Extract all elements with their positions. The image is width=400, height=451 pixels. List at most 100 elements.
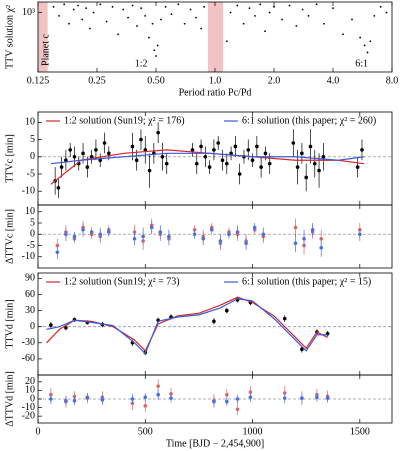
- y-tick-label: 5: [30, 134, 35, 145]
- solution-point: [379, 5, 382, 8]
- data-point: [192, 232, 197, 237]
- data-point: [263, 151, 268, 156]
- solution-point: [229, 11, 232, 14]
- plot-frame: [37, 204, 393, 269]
- data-point: [201, 236, 205, 241]
- solution-point: [259, 3, 262, 6]
- solution-point: [170, 13, 173, 16]
- data-point: [68, 148, 72, 152]
- data-point: [212, 148, 216, 152]
- x-tick-label: 1500: [350, 426, 370, 437]
- data-point: [81, 151, 85, 156]
- data-point: [355, 165, 360, 169]
- data-point: [72, 398, 77, 403]
- data-point: [237, 172, 242, 176]
- solution-point: [72, 8, 75, 11]
- solution-point: [254, 14, 256, 17]
- annotation: 6:1: [355, 58, 368, 69]
- solution-point: [236, 4, 239, 7]
- data-point: [225, 161, 229, 166]
- solution-point: [301, 8, 304, 11]
- data-point: [49, 323, 53, 327]
- data-point: [143, 404, 148, 408]
- solution-point: [148, 36, 150, 39]
- y-tick-label: -10: [22, 186, 35, 197]
- y-tick-label: -60: [22, 353, 35, 364]
- data-point: [291, 141, 296, 145]
- data-point: [207, 165, 212, 169]
- data-point: [360, 148, 364, 152]
- solution-point: [151, 22, 154, 25]
- data-point: [212, 319, 216, 324]
- data-point: [100, 398, 105, 402]
- data-point: [98, 232, 103, 237]
- data-point: [321, 154, 326, 159]
- data-point: [143, 395, 148, 400]
- model-line: [46, 298, 328, 355]
- data-point: [55, 250, 60, 255]
- data-point: [194, 161, 199, 166]
- solution-point: [203, 5, 206, 8]
- solution-point: [92, 11, 95, 14]
- solution-point: [363, 44, 366, 47]
- data-point: [158, 230, 163, 234]
- data-point: [225, 308, 229, 313]
- data-point: [149, 225, 154, 230]
- x-tick-label: 0: [36, 426, 41, 437]
- x-tick-label: 4.0: [327, 75, 340, 86]
- y-axis-label: TTV solution χ²: [4, 5, 15, 69]
- x-tick-label: 500: [138, 426, 153, 437]
- data-point: [295, 165, 300, 169]
- solution-point: [315, 3, 318, 6]
- shaded-region: [38, 2, 48, 72]
- data-point: [302, 236, 306, 241]
- solution-point: [155, 55, 157, 57]
- data-point: [246, 148, 251, 152]
- y-tick-label: -20: [22, 410, 35, 421]
- data-point: [209, 227, 214, 232]
- data-point: [64, 325, 68, 330]
- solution-point: [144, 14, 147, 17]
- data-point: [199, 144, 203, 149]
- data-point: [310, 227, 315, 232]
- data-point: [89, 154, 94, 159]
- data-point: [315, 395, 319, 400]
- solution-point: [156, 44, 159, 47]
- data-point: [358, 232, 362, 237]
- y-tick-label: 10: [25, 117, 35, 128]
- solution-point: [117, 33, 119, 36]
- data-point: [248, 395, 253, 400]
- plot-frame: [37, 272, 393, 376]
- y-axis-label: ΔTTVc [min]: [4, 209, 15, 264]
- y-tick-label: 10: [25, 385, 35, 396]
- solution-point: [281, 18, 284, 21]
- solution-point: [248, 7, 251, 10]
- y-tick-label: -5: [27, 240, 35, 251]
- y-axis-label: TTVd [min]: [4, 299, 15, 348]
- solution-point: [183, 22, 186, 25]
- solution-point: [52, 5, 55, 8]
- x-axis-label: Time [BJD − 2,454,900]: [166, 438, 264, 449]
- data-point: [317, 168, 321, 173]
- data-point: [233, 144, 238, 149]
- solution-point: [89, 27, 91, 30]
- solution-point: [189, 8, 192, 11]
- y-axis-label: ΔTTVd [min]: [4, 371, 15, 427]
- solution-point: [225, 40, 228, 43]
- data-point: [139, 137, 143, 142]
- data-point: [220, 158, 225, 163]
- solution-point: [264, 30, 266, 33]
- data-point: [261, 232, 266, 237]
- solution-point: [153, 49, 156, 52]
- data-point: [64, 232, 68, 237]
- data-point: [85, 165, 90, 169]
- annotation: Planet c: [40, 33, 51, 65]
- data-point: [130, 144, 135, 149]
- solution-point: [164, 5, 167, 8]
- solution-point: [111, 5, 114, 8]
- data-point: [300, 347, 304, 352]
- y-tick-label: 0: [30, 229, 35, 240]
- data-point: [282, 396, 287, 400]
- data-point: [107, 151, 111, 156]
- data-point: [227, 232, 231, 237]
